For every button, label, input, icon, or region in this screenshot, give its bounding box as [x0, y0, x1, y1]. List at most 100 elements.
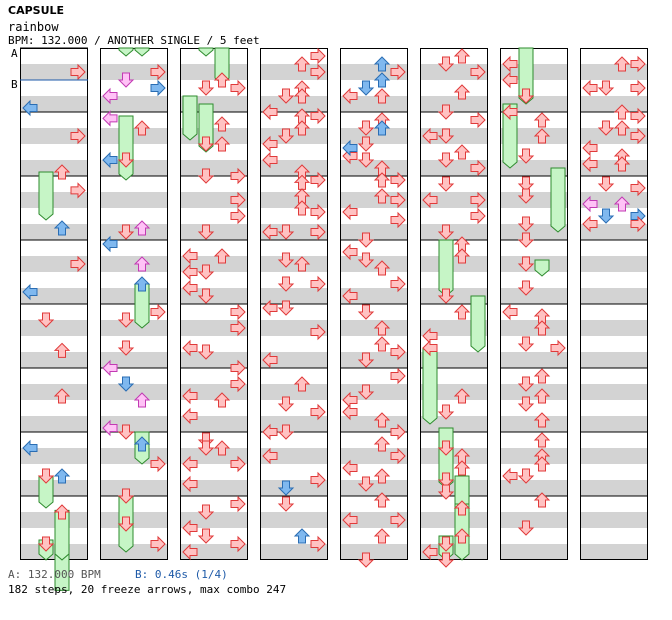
arrow-down-icon [197, 224, 215, 240]
arrow-up-icon [53, 388, 71, 404]
arrow-left-icon [182, 339, 198, 357]
arrow-left-icon [182, 407, 198, 425]
freeze-arrow-down [118, 47, 134, 57]
arrow-right-icon [230, 79, 246, 97]
arrow-left-icon [502, 467, 518, 485]
arrow-up-icon [133, 220, 151, 236]
arrow-left-icon [342, 203, 358, 221]
beat-stripe [420, 448, 488, 464]
arrow-right-icon [390, 511, 406, 529]
arrow-left-icon [182, 543, 198, 561]
arrow-left-icon [182, 263, 198, 281]
freeze-arrow-up [534, 259, 550, 277]
chart-summary: 182 steps, 20 freeze arrows, max combo 2… [8, 583, 287, 596]
arrow-up-icon [373, 56, 391, 72]
arrow-right-icon [630, 55, 646, 73]
arrow-up-icon [373, 260, 391, 276]
arrow-right-icon [230, 359, 246, 377]
arrow-right-icon [70, 127, 86, 145]
beat-stripe [340, 160, 408, 176]
arrow-right-icon [390, 191, 406, 209]
beat-stripe [580, 320, 648, 336]
artist-name: CAPSULE [8, 4, 65, 17]
marker-a-label: A [11, 47, 18, 60]
arrow-up-icon [533, 368, 551, 384]
arrow-down-icon [277, 252, 295, 268]
beat-stripe [580, 480, 648, 496]
arrow-down-icon [117, 312, 135, 328]
arrow-up-icon [213, 136, 231, 152]
beat-stripe [20, 480, 88, 496]
marker-b-label: B [11, 78, 18, 91]
arrow-down-icon [117, 488, 135, 504]
arrow-down-icon [277, 396, 295, 412]
arrow-down-icon [437, 152, 455, 168]
arrow-down-icon [197, 504, 215, 520]
arrow-down-icon [357, 80, 375, 96]
arrow-left-icon [182, 387, 198, 405]
beat-stripe [100, 224, 168, 240]
arrow-down-icon [517, 176, 535, 192]
beat-stripe [500, 544, 568, 560]
arrow-left-icon [422, 191, 438, 209]
arrow-left-icon [262, 447, 278, 465]
arrow-down-icon [117, 516, 135, 532]
arrow-right-icon [310, 471, 326, 489]
arrow-left-icon [342, 287, 358, 305]
arrow-down-icon [357, 152, 375, 168]
arrow-up-icon [213, 116, 231, 132]
arrow-left-icon [342, 87, 358, 105]
arrow-left-icon [182, 247, 198, 265]
beat-stripe [100, 480, 168, 496]
beat-stripe [20, 384, 88, 400]
arrow-left-icon [502, 303, 518, 321]
beat-stripe [100, 128, 168, 144]
beat-stripe [420, 256, 488, 272]
arrow-left-icon [342, 243, 358, 261]
arrow-right-icon [230, 375, 246, 393]
arrow-up-icon [373, 412, 391, 428]
arrow-down-icon [277, 496, 295, 512]
beat-stripe [260, 512, 328, 528]
arrow-right-icon [470, 207, 486, 225]
arrow-down-icon [357, 552, 375, 568]
arrow-left-icon [262, 351, 278, 369]
arrow-down-icon [517, 88, 535, 104]
column-border [100, 48, 168, 560]
beat-stripe [420, 480, 488, 496]
chart-column-2 [100, 47, 168, 560]
arrow-right-icon [310, 171, 326, 189]
arrow-left-icon [182, 519, 198, 537]
arrow-right-icon [230, 303, 246, 321]
arrow-down-icon [357, 352, 375, 368]
arrow-down-icon [597, 176, 615, 192]
freeze-arrow-down [118, 115, 134, 181]
arrow-up-icon [373, 188, 391, 204]
arrow-down-icon [437, 128, 455, 144]
arrow-down-icon [597, 120, 615, 136]
arrow-up-icon [453, 48, 471, 64]
song-title: rainbow [8, 20, 59, 34]
bpm-a-info: A: 132.000 BPM [8, 568, 101, 581]
arrow-right-icon [150, 535, 166, 553]
arrow-up-icon [373, 172, 391, 188]
arrow-right-icon [390, 63, 406, 81]
arrow-left-icon [182, 455, 198, 473]
arrow-left-icon [262, 103, 278, 121]
arrow-right-icon [310, 223, 326, 241]
arrow-left-icon [502, 71, 518, 89]
beat-stripe [100, 384, 168, 400]
arrow-down-icon [517, 232, 535, 248]
chart-column-7 [500, 47, 568, 560]
arrow-left-icon [262, 299, 278, 317]
arrow-down-icon [197, 288, 215, 304]
arrow-down-icon [357, 232, 375, 248]
arrow-up-icon [133, 392, 151, 408]
beat-stripe [340, 256, 408, 272]
arrow-up-icon [533, 456, 551, 472]
arrow-up-icon [533, 112, 551, 128]
arrow-up-icon [613, 56, 631, 72]
arrow-right-icon [310, 107, 326, 125]
arrow-right-icon [470, 111, 486, 129]
arrow-down-icon [437, 552, 455, 568]
